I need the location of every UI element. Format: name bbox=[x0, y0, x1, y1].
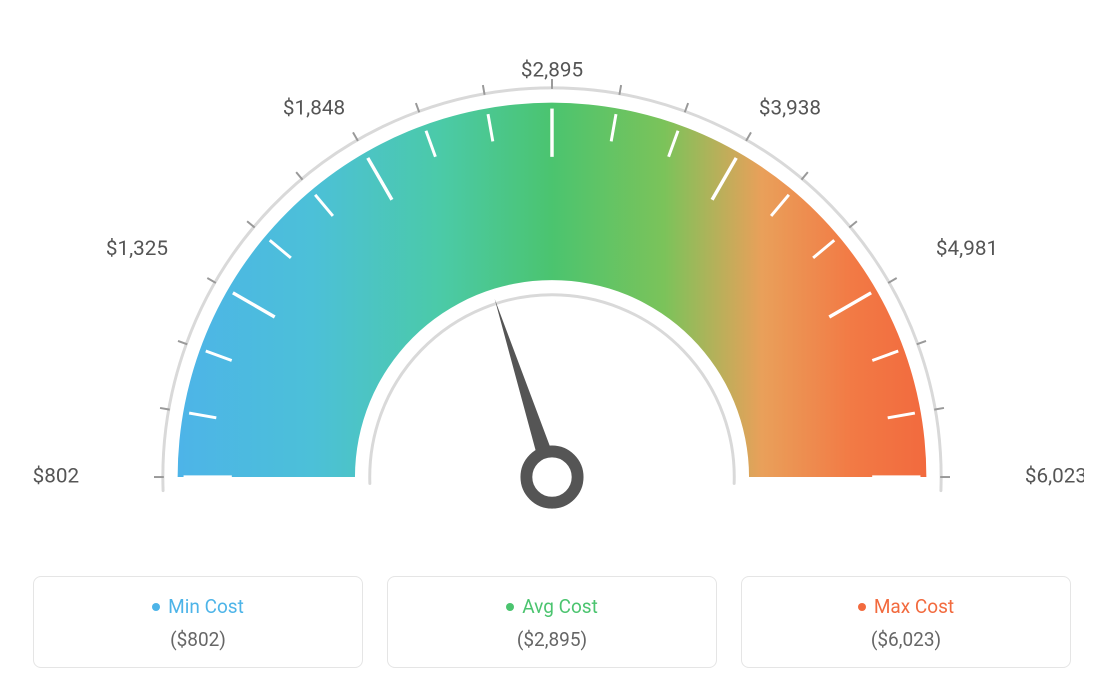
svg-text:$3,938: $3,938 bbox=[759, 96, 821, 120]
legend-row: Min Cost ($802) Avg Cost ($2,895) Max Co… bbox=[20, 576, 1084, 668]
legend-title-max: Max Cost bbox=[858, 595, 954, 618]
legend-value-avg: ($2,895) bbox=[400, 628, 704, 651]
legend-value-max: ($6,023) bbox=[754, 628, 1058, 651]
svg-text:$1,848: $1,848 bbox=[283, 96, 345, 120]
legend-label-avg: Avg Cost bbox=[522, 595, 598, 618]
gauge-svg: $802 $1,325 $1,848 $2,895 $3,938 $4,981 $6,023 bbox=[20, 20, 1084, 540]
cost-gauge-chart: $802 $1,325 $1,848 $2,895 $3,938 $4,981 $6,023… bbox=[20, 20, 1084, 668]
legend-card-avg: Avg Cost ($2,895) bbox=[387, 576, 717, 668]
svg-text:$2,895: $2,895 bbox=[521, 59, 583, 83]
svg-text:$6,023: $6,023 bbox=[1025, 465, 1084, 489]
legend-card-max: Max Cost ($6,023) bbox=[741, 576, 1071, 668]
legend-dot-max bbox=[858, 603, 866, 611]
legend-label-min: Min Cost bbox=[168, 595, 244, 618]
svg-text:$1,325: $1,325 bbox=[106, 237, 168, 261]
legend-dot-avg bbox=[506, 603, 514, 611]
svg-text:$802: $802 bbox=[33, 465, 79, 489]
legend-card-min: Min Cost ($802) bbox=[33, 576, 363, 668]
gauge-svg-wrap: $802 $1,325 $1,848 $2,895 $3,938 $4,981 $6,023 bbox=[20, 20, 1084, 540]
legend-label-max: Max Cost bbox=[874, 595, 954, 618]
legend-dot-min bbox=[152, 603, 160, 611]
legend-title-min: Min Cost bbox=[152, 595, 244, 618]
legend-value-min: ($802) bbox=[46, 628, 350, 651]
svg-text:$4,981: $4,981 bbox=[936, 237, 998, 261]
legend-title-avg: Avg Cost bbox=[506, 595, 598, 618]
